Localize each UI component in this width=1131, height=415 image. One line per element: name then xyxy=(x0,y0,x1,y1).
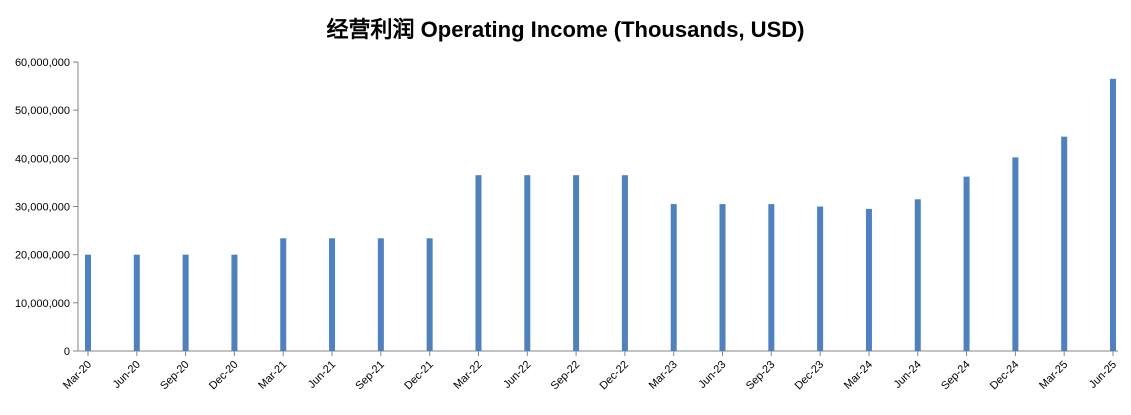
bar xyxy=(329,238,336,351)
x-tick-label: Dec-20 xyxy=(207,359,241,393)
x-tick-label: Mar-22 xyxy=(451,359,484,392)
bar xyxy=(1061,136,1068,351)
x-tick-label: Mar-23 xyxy=(647,359,680,392)
x-tick-label: Mar-21 xyxy=(256,359,289,392)
bar xyxy=(280,238,287,351)
y-tick-label: 40,000,000 xyxy=(15,153,70,165)
bar xyxy=(377,238,384,351)
bar xyxy=(719,204,726,351)
bar xyxy=(817,206,824,351)
x-tick-label: Sep-21 xyxy=(353,359,387,393)
x-tick-label: Sep-23 xyxy=(744,359,778,393)
x-tick-label: Sep-20 xyxy=(158,359,192,393)
bar xyxy=(963,176,970,351)
bar xyxy=(914,199,921,351)
y-tick-label: 10,000,000 xyxy=(15,298,70,310)
chart-title: 经营利润 Operating Income (Thousands, USD) xyxy=(326,17,805,42)
bar xyxy=(426,238,433,351)
bar xyxy=(524,175,531,351)
x-tick-label: Jun-20 xyxy=(111,359,143,391)
bar xyxy=(670,204,677,351)
x-tick-label: Jun-21 xyxy=(306,359,338,391)
bar xyxy=(85,254,91,351)
x-tick-label: Dec-23 xyxy=(793,359,827,393)
bar xyxy=(573,175,580,351)
x-tick-label: Sep-22 xyxy=(549,359,583,393)
x-tick-label: Jun-24 xyxy=(892,359,924,391)
bar xyxy=(182,254,189,351)
x-tick-label: Mar-24 xyxy=(842,359,875,392)
x-tick-label: Dec-24 xyxy=(988,359,1022,393)
y-tick-label: 20,000,000 xyxy=(15,250,70,262)
x-tick-label: Jun-25 xyxy=(1087,359,1119,391)
x-tick-label: Dec-21 xyxy=(402,359,436,393)
x-tick-label: Sep-24 xyxy=(939,359,973,393)
x-tick-label: Jun-23 xyxy=(696,359,728,391)
bar xyxy=(231,254,238,351)
y-tick-label: 0 xyxy=(64,346,70,358)
bar xyxy=(1012,157,1019,351)
bar xyxy=(865,208,872,351)
bar xyxy=(475,175,482,351)
x-tick-label: Mar-20 xyxy=(61,359,94,392)
x-tick-label: Jun-22 xyxy=(501,359,533,391)
bar xyxy=(768,204,775,351)
bar xyxy=(133,254,140,351)
y-tick-label: 50,000,000 xyxy=(15,105,70,117)
y-tick-label: 60,000,000 xyxy=(15,57,70,69)
x-tick-label: Mar-25 xyxy=(1037,359,1070,392)
bar xyxy=(1110,78,1116,351)
x-tick-label: Dec-22 xyxy=(597,359,631,393)
bar xyxy=(621,175,628,351)
y-tick-label: 30,000,000 xyxy=(15,202,70,214)
